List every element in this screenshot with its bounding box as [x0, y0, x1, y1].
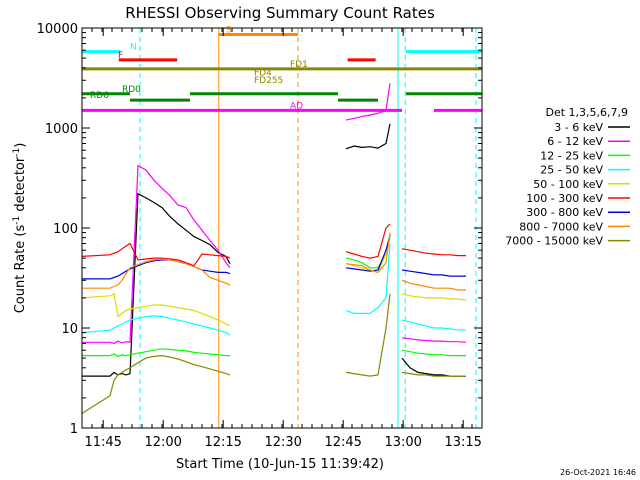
y-tick-label-2: 100: [53, 222, 78, 237]
flag-label-rd0: RD0: [122, 85, 141, 95]
series-line-after-gap-3: [345, 243, 467, 331]
legend-label-4: 50 - 100 keV: [533, 178, 603, 191]
series-line-8: [81, 354, 231, 414]
y-tick-label-0: 1: [70, 422, 78, 437]
flag-label-fd255: FD255: [254, 76, 283, 86]
flag-label-f: F: [118, 51, 123, 61]
x-tick-label-0: 11:45: [84, 435, 121, 450]
series-line-after-gap-5: [345, 223, 466, 259]
x-tick-label-4: 12:45: [324, 435, 361, 450]
x-tick-label-2: 12:15: [204, 435, 241, 450]
legend-label-2: 12 - 25 keV: [540, 149, 603, 162]
series-line-after-gap-4: [345, 234, 467, 301]
flag-label-rd6: RD6: [90, 91, 109, 101]
flag-label-s: S: [226, 26, 232, 36]
legend-label-8: 7000 - 15000 keV: [505, 235, 603, 248]
series-line-after-gap-6: [345, 234, 466, 277]
x-axis-label: Start Time (10-Jun-15 11:39:42): [176, 457, 384, 472]
series-line-4: [81, 292, 231, 327]
flag-label-fd1: FD1: [290, 60, 308, 70]
series-line-3: [81, 315, 231, 336]
series-line-after-gap-7: [345, 232, 466, 291]
series-line-6: [82, 259, 231, 280]
legend-label-0: 3 - 6 keV: [554, 121, 603, 134]
series-line-2: [82, 348, 230, 358]
legend-label-6: 300 - 800 keV: [526, 206, 603, 219]
x-tick-label-3: 12:30: [264, 435, 301, 450]
series-line-5: [81, 242, 231, 267]
axes: 1 10 100 1000 10000 11:45 12:00 12:15 12:30 12:45…: [37, 22, 483, 450]
y-tick-label-3: 1000: [45, 122, 78, 137]
flag-label-fd4: FD4: [254, 68, 272, 78]
legend-label-5: 100 - 300 keV: [526, 192, 603, 205]
y-axis-label: Count Rate (s-1 detector-1): [12, 143, 28, 314]
series-line-1: [82, 164, 231, 345]
y-tick-label-4: 10000: [37, 22, 78, 37]
x-tick-label-6: 13:15: [444, 435, 481, 450]
series-line-after-gap-8: [345, 293, 466, 377]
series-line-7: [82, 258, 231, 289]
x-tick-label-1: 12:00: [144, 435, 181, 450]
legend-label-1: 6 - 12 keV: [547, 135, 603, 148]
chart-title: RHESSI Observing Summary Count Rates: [125, 4, 435, 22]
timestamp: 26-Oct-2021 16:46: [560, 468, 636, 477]
series-line-after-gap-1: [345, 83, 467, 343]
flag-label-ad: AD: [290, 101, 303, 111]
legend-title: Det 1,3,5,6,7,9: [545, 106, 628, 119]
legend-label-7: 800 - 7000 keV: [519, 220, 603, 233]
flag-label-n: N: [130, 43, 137, 53]
legend-label-3: 25 - 50 keV: [540, 164, 603, 177]
series-line-0: [82, 192, 231, 377]
x-tick-label-5: 13:00: [384, 435, 421, 450]
y-tick-label-1: 10: [61, 322, 78, 337]
plot-frame: [81, 27, 483, 429]
